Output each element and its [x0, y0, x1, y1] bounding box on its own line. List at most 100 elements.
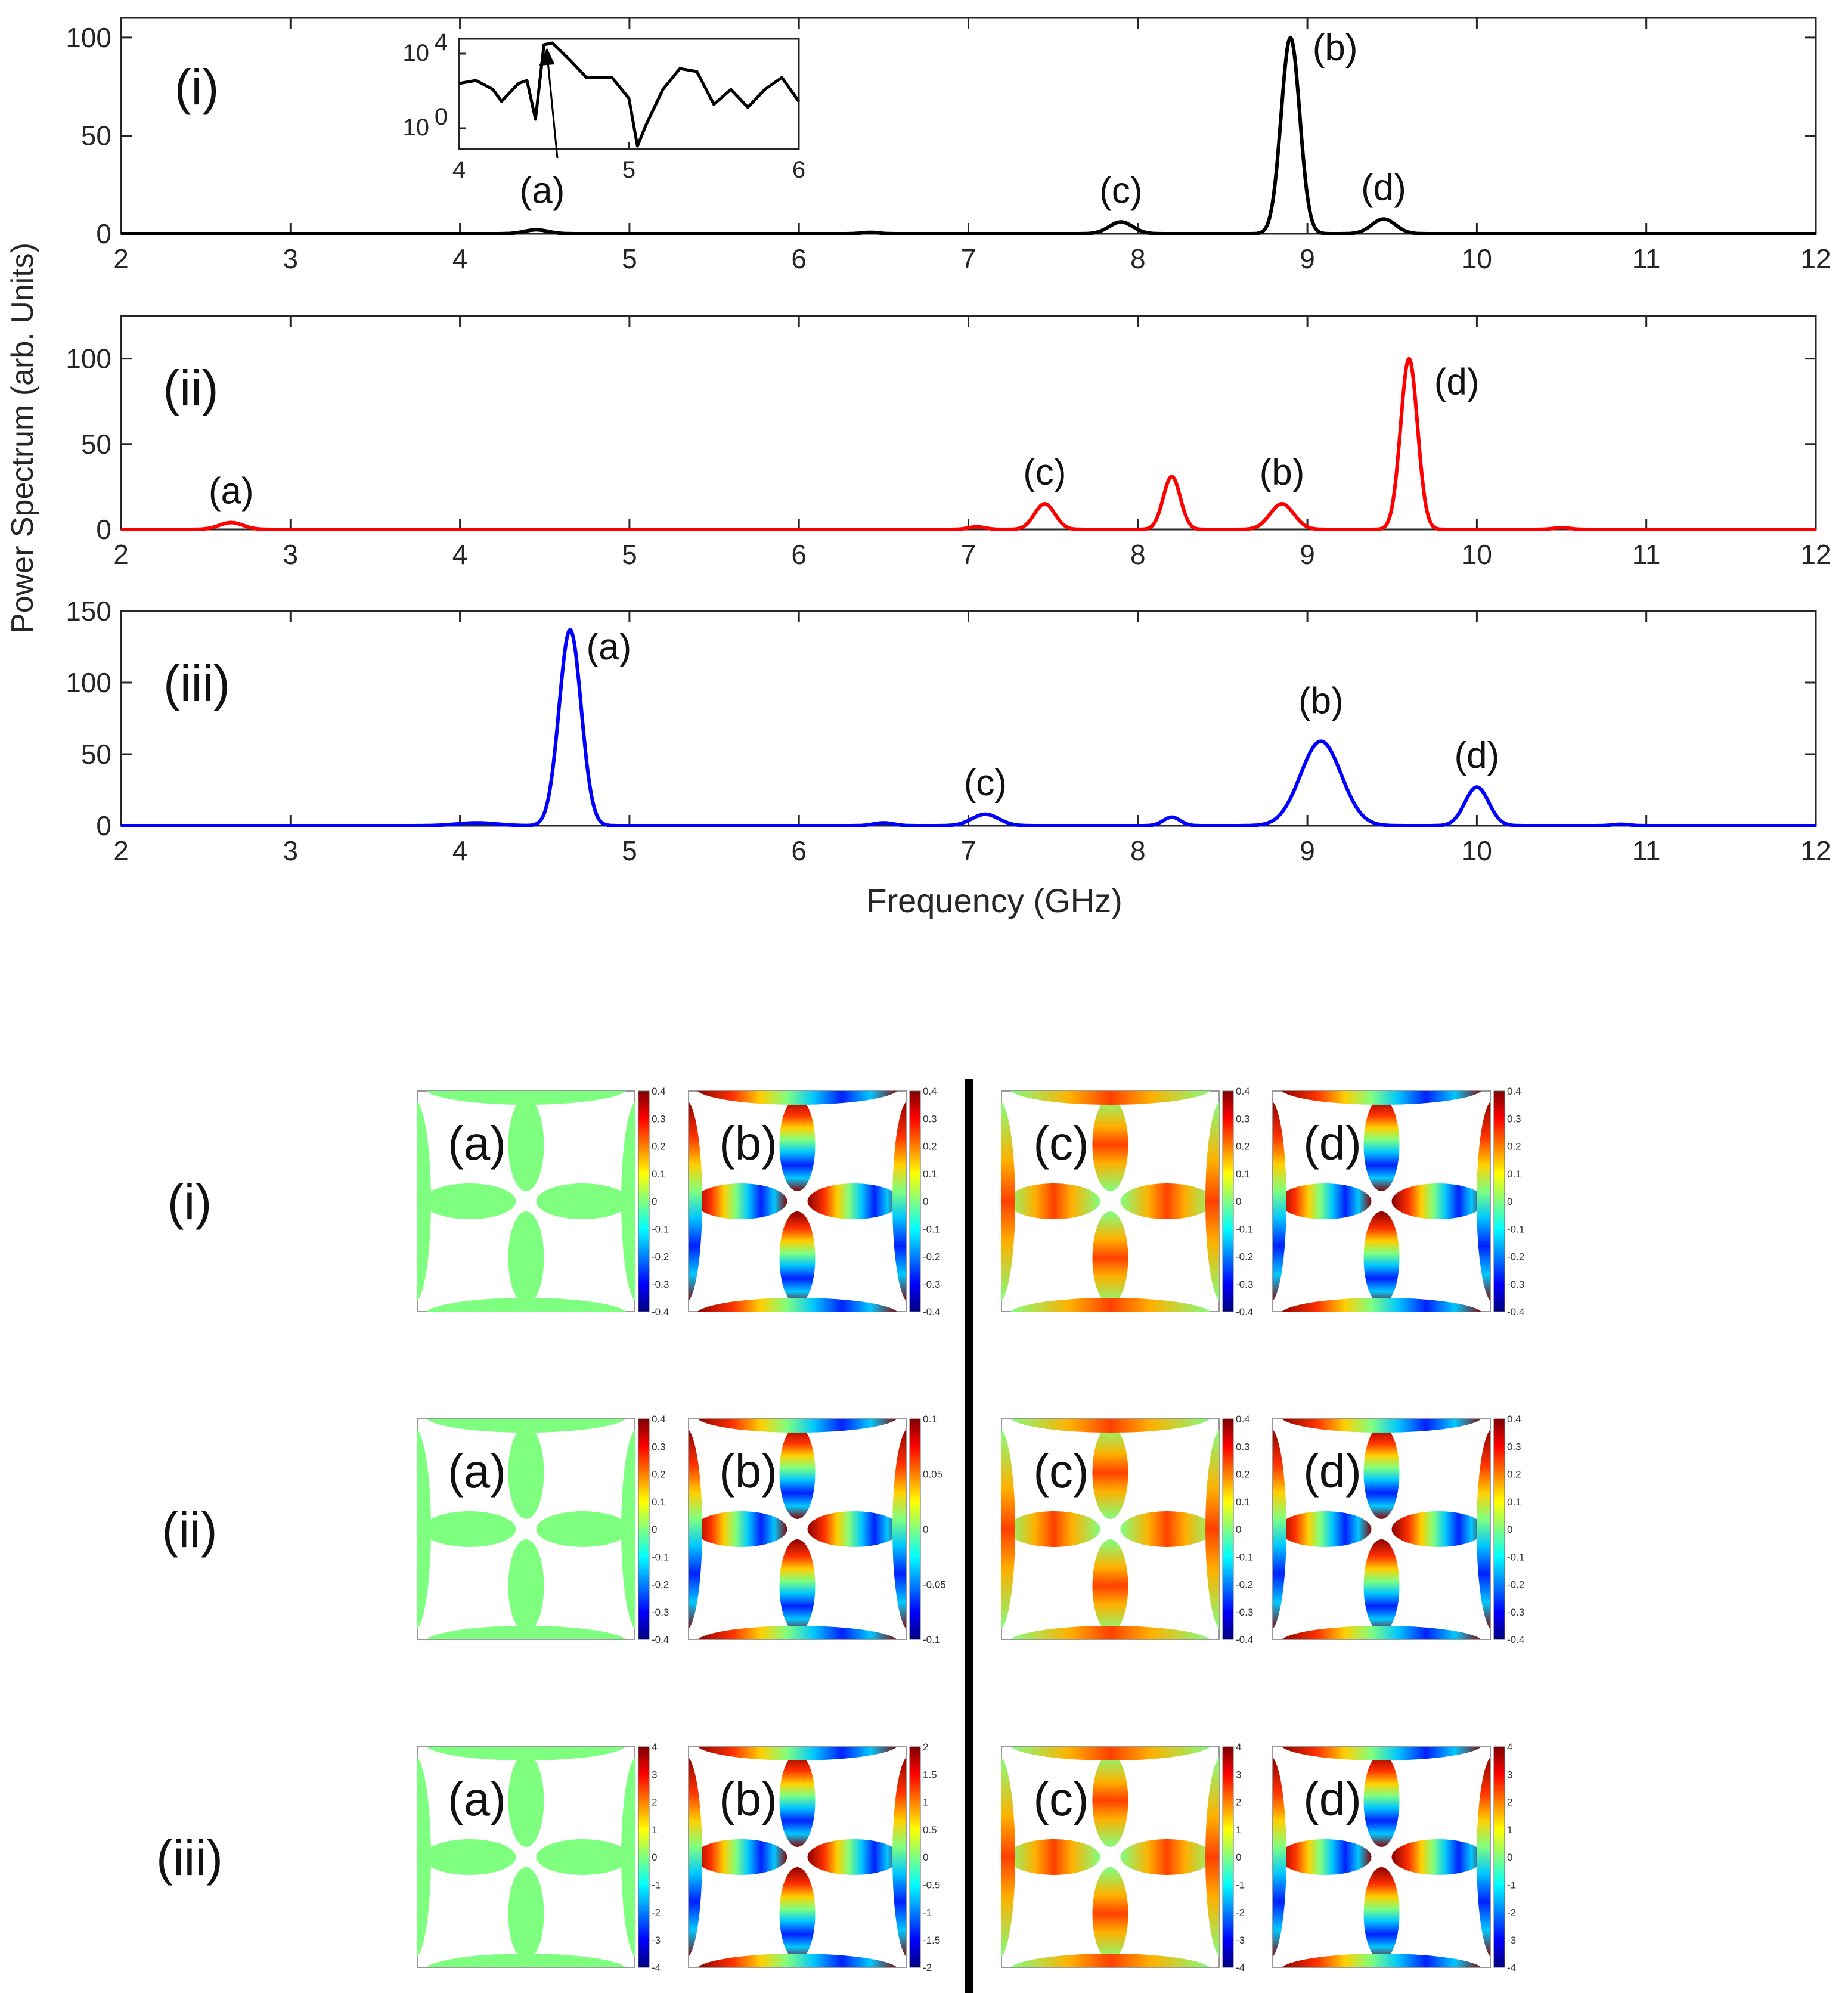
- colorbar-tick-label: 0.3: [1236, 1441, 1250, 1452]
- colorbar-tick-label: 0.3: [923, 1113, 937, 1124]
- colorbar-tick-label: 0.4: [1236, 1414, 1250, 1425]
- mode-label: (d): [1303, 1117, 1362, 1170]
- colorbar-tick-label: 0: [652, 1852, 657, 1863]
- ellipse-edge-right: [892, 1429, 906, 1629]
- colorbar-tick-label: -0.1: [923, 1634, 940, 1645]
- ellipse-left: [1278, 1183, 1372, 1219]
- mode-map: (d) 0.4 0.3 0.2 0.1 0 -0.1 -0.2 -0.3 -0.4: [1272, 1414, 1524, 1645]
- x-tick-label: 10: [1462, 835, 1492, 866]
- colorbar-tick-label: 0.3: [1507, 1113, 1521, 1124]
- colorbar-tick-label: -0.3: [1236, 1279, 1253, 1290]
- mode-map-shapes: [1001, 1419, 1219, 1639]
- x-tick-label: 3: [283, 243, 299, 274]
- colorbar-tick-label: -0.3: [1507, 1607, 1524, 1618]
- x-tick-label: 9: [1300, 243, 1315, 274]
- colorbar-tick-label: 0.1: [1507, 1496, 1521, 1508]
- ellipse-bottom: [1363, 1539, 1400, 1632]
- ellipse-top: [508, 1426, 544, 1519]
- mode-map: (b) 0.4 0.3 0.2 0.1 0 -0.1 -0.2 -0.3 -0.4: [688, 1086, 940, 1318]
- x-tick-label: 12: [1800, 243, 1831, 274]
- colorbar-tick-label: -2: [1236, 1907, 1245, 1918]
- inset-y-tick-exponent: 4: [435, 29, 448, 55]
- ellipse-top: [508, 1754, 544, 1847]
- colorbar-tick-label: -1: [652, 1879, 661, 1890]
- colorbar-tick-label: 0: [652, 1196, 657, 1207]
- colorbar-tick-label: 0.1: [923, 1168, 937, 1180]
- ellipse-edge-right: [892, 1101, 906, 1301]
- peak-label: (b): [1260, 452, 1305, 493]
- colorbar-tick-label: -1: [923, 1907, 932, 1918]
- x-tick-label: 2: [113, 243, 129, 274]
- ellipse-edge-right: [621, 1757, 635, 1957]
- mode-row-label: (i): [168, 1174, 212, 1230]
- mode-map-shapes: [689, 1091, 906, 1312]
- ellipse-edge-bottom: [1010, 1298, 1210, 1312]
- ellipse-edge-bottom: [426, 1954, 626, 1967]
- mode-label: (a): [448, 1445, 506, 1498]
- ellipse-edge-bottom: [697, 1954, 897, 1967]
- ellipse-edge-left: [417, 1101, 431, 1301]
- mode-label: (b): [719, 1117, 777, 1170]
- colorbar-tick-label: -4: [1236, 1962, 1245, 1973]
- colorbar-tick-label: -0.1: [1236, 1551, 1253, 1563]
- x-tick-label: 4: [452, 243, 468, 274]
- mode-label: (b): [719, 1445, 777, 1498]
- colorbar-tick-label: 0.2: [1507, 1141, 1521, 1152]
- ellipse-bottom: [1363, 1211, 1400, 1304]
- colorbar-tick-label: 0.1: [1236, 1168, 1250, 1180]
- ellipse-edge-bottom: [1010, 1626, 1210, 1639]
- colorbar-tick-label: 0.4: [652, 1414, 666, 1425]
- x-tick-label: 2: [113, 539, 129, 570]
- ellipse-top: [779, 1098, 816, 1191]
- ellipse-left: [423, 1183, 516, 1219]
- ellipse-left: [1278, 1839, 1372, 1875]
- colorbar-tick-label: -0.3: [1507, 1279, 1524, 1290]
- mode-label: (d): [1303, 1445, 1362, 1498]
- colorbar-tick-label: 2: [652, 1797, 657, 1808]
- axes-frame: [120, 315, 1817, 531]
- colorbar-tick-label: 0.2: [652, 1141, 666, 1152]
- ellipse-edge-left: [1273, 1429, 1286, 1629]
- ellipse-edge-right: [621, 1429, 635, 1629]
- colorbar-tick-label: 3: [1507, 1769, 1512, 1780]
- colorbar-tick-label: -0.1: [1507, 1223, 1524, 1235]
- colorbar-tick-label: 0.1: [652, 1496, 666, 1508]
- peak-label: (d): [1455, 735, 1500, 776]
- colorbar-tick-label: -0.1: [652, 1551, 669, 1563]
- colorbar-tick-label: 0.3: [652, 1113, 666, 1124]
- colorbar: [1222, 1418, 1234, 1640]
- colorbar-tick-label: -0.4: [1236, 1306, 1253, 1318]
- y-tick-label: 0: [96, 810, 111, 841]
- peak-label: (d): [1434, 362, 1480, 403]
- ellipse-top: [1363, 1426, 1400, 1519]
- ellipse-left: [423, 1839, 516, 1875]
- mode-row-label: (iii): [156, 1830, 223, 1886]
- ellipse-right: [807, 1183, 901, 1219]
- ellipse-right: [807, 1839, 901, 1875]
- ellipse-edge-bottom: [426, 1298, 626, 1312]
- colorbar-tick-label: -2: [652, 1907, 661, 1918]
- ellipse-top: [1092, 1754, 1128, 1847]
- spectrum-line: [120, 35, 1817, 235]
- ellipse-edge-left: [1001, 1429, 1015, 1629]
- mode-map: (a) 4 3 2 1 0 -1 -2 -3 -4: [417, 1741, 661, 1973]
- ellipse-right: [807, 1511, 901, 1547]
- ellipse-left: [1007, 1511, 1100, 1547]
- colorbar-tick-label: -3: [1236, 1935, 1245, 1946]
- ellipse-edge-left: [1001, 1757, 1015, 1957]
- colorbar-tick-label: 0.4: [1507, 1086, 1521, 1097]
- colorbar-tick-label: -0.2: [1507, 1251, 1524, 1263]
- x-tick-label: 8: [1130, 835, 1146, 866]
- colorbar-tick-label: 1: [1507, 1824, 1512, 1836]
- x-tick-label: 11: [1632, 835, 1661, 866]
- y-tick-label: 150: [66, 596, 111, 627]
- y-axis-label: Power Spectrum (arb. Units): [5, 243, 40, 634]
- colorbar-tick-label: -0.5: [923, 1879, 940, 1890]
- ellipse-edge-left: [689, 1429, 702, 1629]
- ellipse-edge-top: [426, 1419, 626, 1433]
- mode-map-shapes: [417, 1419, 635, 1639]
- colorbar-tick-label: -0.3: [652, 1279, 669, 1290]
- x-tick-label: 12: [1800, 835, 1831, 866]
- colorbar-tick-label: 0.1: [1507, 1168, 1521, 1180]
- colorbar: [1493, 1418, 1505, 1640]
